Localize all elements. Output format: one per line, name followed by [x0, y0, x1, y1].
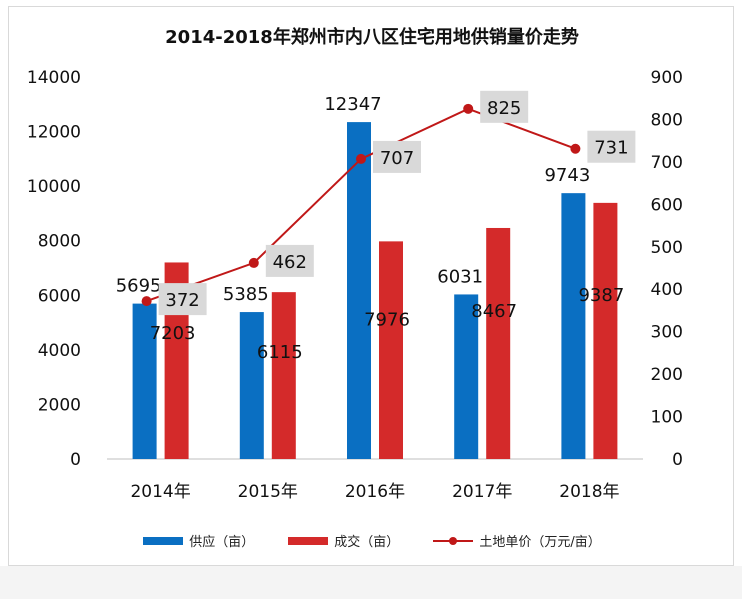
- y-left-tick-label: 6000: [38, 286, 81, 306]
- legend-swatch-deal: [288, 536, 329, 545]
- point-price: [356, 153, 366, 164]
- y-right-tick-label: 300: [651, 323, 683, 343]
- data-label-supply: 6031: [437, 266, 483, 287]
- data-label-deal: 6115: [257, 342, 303, 363]
- y-right-tick-label: 800: [651, 110, 683, 130]
- legend-item-price: 土地单价（万元/亩）: [433, 531, 601, 550]
- data-label-price: 731: [594, 138, 628, 159]
- data-label-deal: 7203: [150, 323, 196, 344]
- bar-deal: [593, 202, 618, 459]
- legend-swatch-price: [433, 536, 474, 546]
- data-label-price: 707: [380, 148, 414, 169]
- data-label-supply: 5385: [223, 284, 269, 305]
- data-label-supply: 9743: [544, 165, 590, 186]
- y-left-tick-label: 4000: [38, 341, 81, 361]
- data-label-price-box: [373, 140, 421, 173]
- bar-supply: [239, 312, 264, 459]
- data-label-supply: 12347: [324, 94, 381, 115]
- bottom-strip: [0, 566, 742, 599]
- legend-swatch-supply: [143, 536, 184, 545]
- chart-frame: 2014-2018年郑州市内八区住宅用地供销量价走势 0 2000 4000 6000…: [8, 6, 734, 566]
- y-right-tick-label: 900: [651, 68, 683, 88]
- legend-label-deal: 成交（亩）: [334, 535, 400, 550]
- y-right-tick-label: 400: [651, 280, 683, 300]
- chart-canvas: 0 2000 4000 6000 8000 10000 12000 14000 0 100 200 3…: [27, 68, 683, 502]
- chart-title: 2014-2018年郑州市内八区住宅用地供销量价走势: [165, 27, 579, 48]
- data-label-price-box: [587, 130, 636, 163]
- data-label-price-box: [480, 90, 529, 123]
- bar-deal: [271, 292, 296, 459]
- x-tick-label: 2016年: [345, 482, 405, 502]
- y-right-tick-label: 600: [651, 195, 683, 215]
- x-tick-label: 2017年: [452, 482, 512, 502]
- legend-label-supply: 供应（亩）: [189, 535, 255, 550]
- y-left-tick-label: 12000: [27, 123, 81, 143]
- y-left-tick-label: 10000: [27, 177, 81, 197]
- point-price: [463, 103, 474, 114]
- data-label-price: 825: [487, 98, 521, 119]
- chart-legend: 供应（亩） 成交（亩） 土地单价（万元/亩）: [9, 531, 735, 550]
- x-tick-label: 2014年: [130, 482, 190, 502]
- x-tick-label: 2015年: [238, 482, 298, 502]
- y-right-tick-label: 700: [651, 153, 683, 173]
- bar-supply: [561, 193, 586, 460]
- y-left-tick-label: 8000: [38, 232, 81, 252]
- y-left-tick-label: 14000: [27, 68, 81, 88]
- data-label-supply: 5695: [116, 276, 162, 297]
- y-right-tick-label: 500: [651, 238, 683, 258]
- legend-item-supply: 供应（亩）: [143, 531, 254, 550]
- data-label-deal: 7976: [364, 310, 410, 331]
- y-left-tick-label: 0: [70, 450, 81, 470]
- data-label-deal: 8467: [471, 301, 517, 322]
- y-right-tick-label: 0: [672, 450, 683, 470]
- bar-supply: [347, 122, 371, 460]
- data-label-price: 372: [165, 290, 199, 311]
- y-right-tick-label: 100: [651, 408, 683, 428]
- data-label-price-box: [158, 283, 207, 316]
- legend-dot: [449, 536, 458, 545]
- legend-label-price: 土地单价（万元/亩）: [479, 535, 601, 550]
- point-price: [141, 296, 152, 307]
- bar-supply: [454, 294, 479, 459]
- data-label-price: 462: [273, 252, 307, 273]
- bar-supply: [132, 303, 157, 459]
- point-price: [570, 143, 581, 154]
- y-right-tick-label: 200: [651, 365, 683, 385]
- data-label-price-box: [265, 244, 314, 277]
- data-label-deal: 9387: [578, 285, 624, 306]
- point-price: [248, 257, 259, 268]
- bar-deal: [486, 227, 511, 459]
- x-tick-label: 2018年: [559, 482, 619, 502]
- y-left-tick-label: 2000: [38, 395, 81, 415]
- legend-item-deal: 成交（亩）: [288, 531, 399, 550]
- bar-deal: [379, 241, 403, 459]
